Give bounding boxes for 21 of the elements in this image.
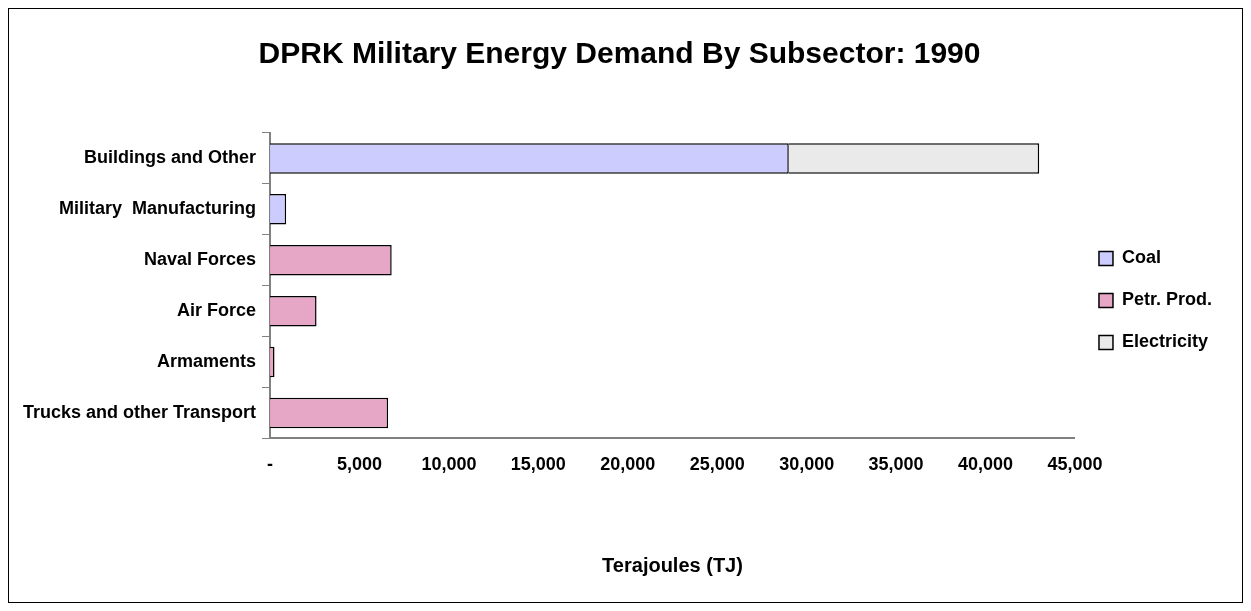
chart-title: DPRK Military Energy Demand By Subsector: 1990 xyxy=(258,36,981,70)
x-axis-title: Terajoules (TJ) xyxy=(602,553,743,576)
y-tick-label: Air Force xyxy=(177,300,257,321)
x-tick-label: 15,000 xyxy=(510,454,566,475)
x-tick-label: 10,000 xyxy=(421,454,477,475)
legend-label: Electricity xyxy=(1121,331,1209,352)
x-tick-label: 25,000 xyxy=(689,454,745,475)
x-tick-label: 20,000 xyxy=(600,454,656,475)
x-tick-label: 30,000 xyxy=(779,454,835,475)
x-tick-label: 5,000 xyxy=(336,454,383,475)
x-tick-label: 35,000 xyxy=(868,454,924,475)
x-tick-label: 45,000 xyxy=(1047,454,1103,475)
y-tick-label: Armaments xyxy=(157,351,257,372)
x-tick-label: 40,000 xyxy=(958,454,1014,475)
y-tick-label: Trucks and other Transport xyxy=(22,401,257,422)
x-tick-label: - xyxy=(267,454,274,475)
y-tick-label: Military Manufacturing xyxy=(59,198,257,219)
y-tick-label: Buildings and Other xyxy=(84,147,257,168)
y-tick-label: Naval Forces xyxy=(143,249,257,270)
legend-label: Coal xyxy=(1121,247,1161,268)
legend-label: Petr. Prod. xyxy=(1121,289,1212,310)
